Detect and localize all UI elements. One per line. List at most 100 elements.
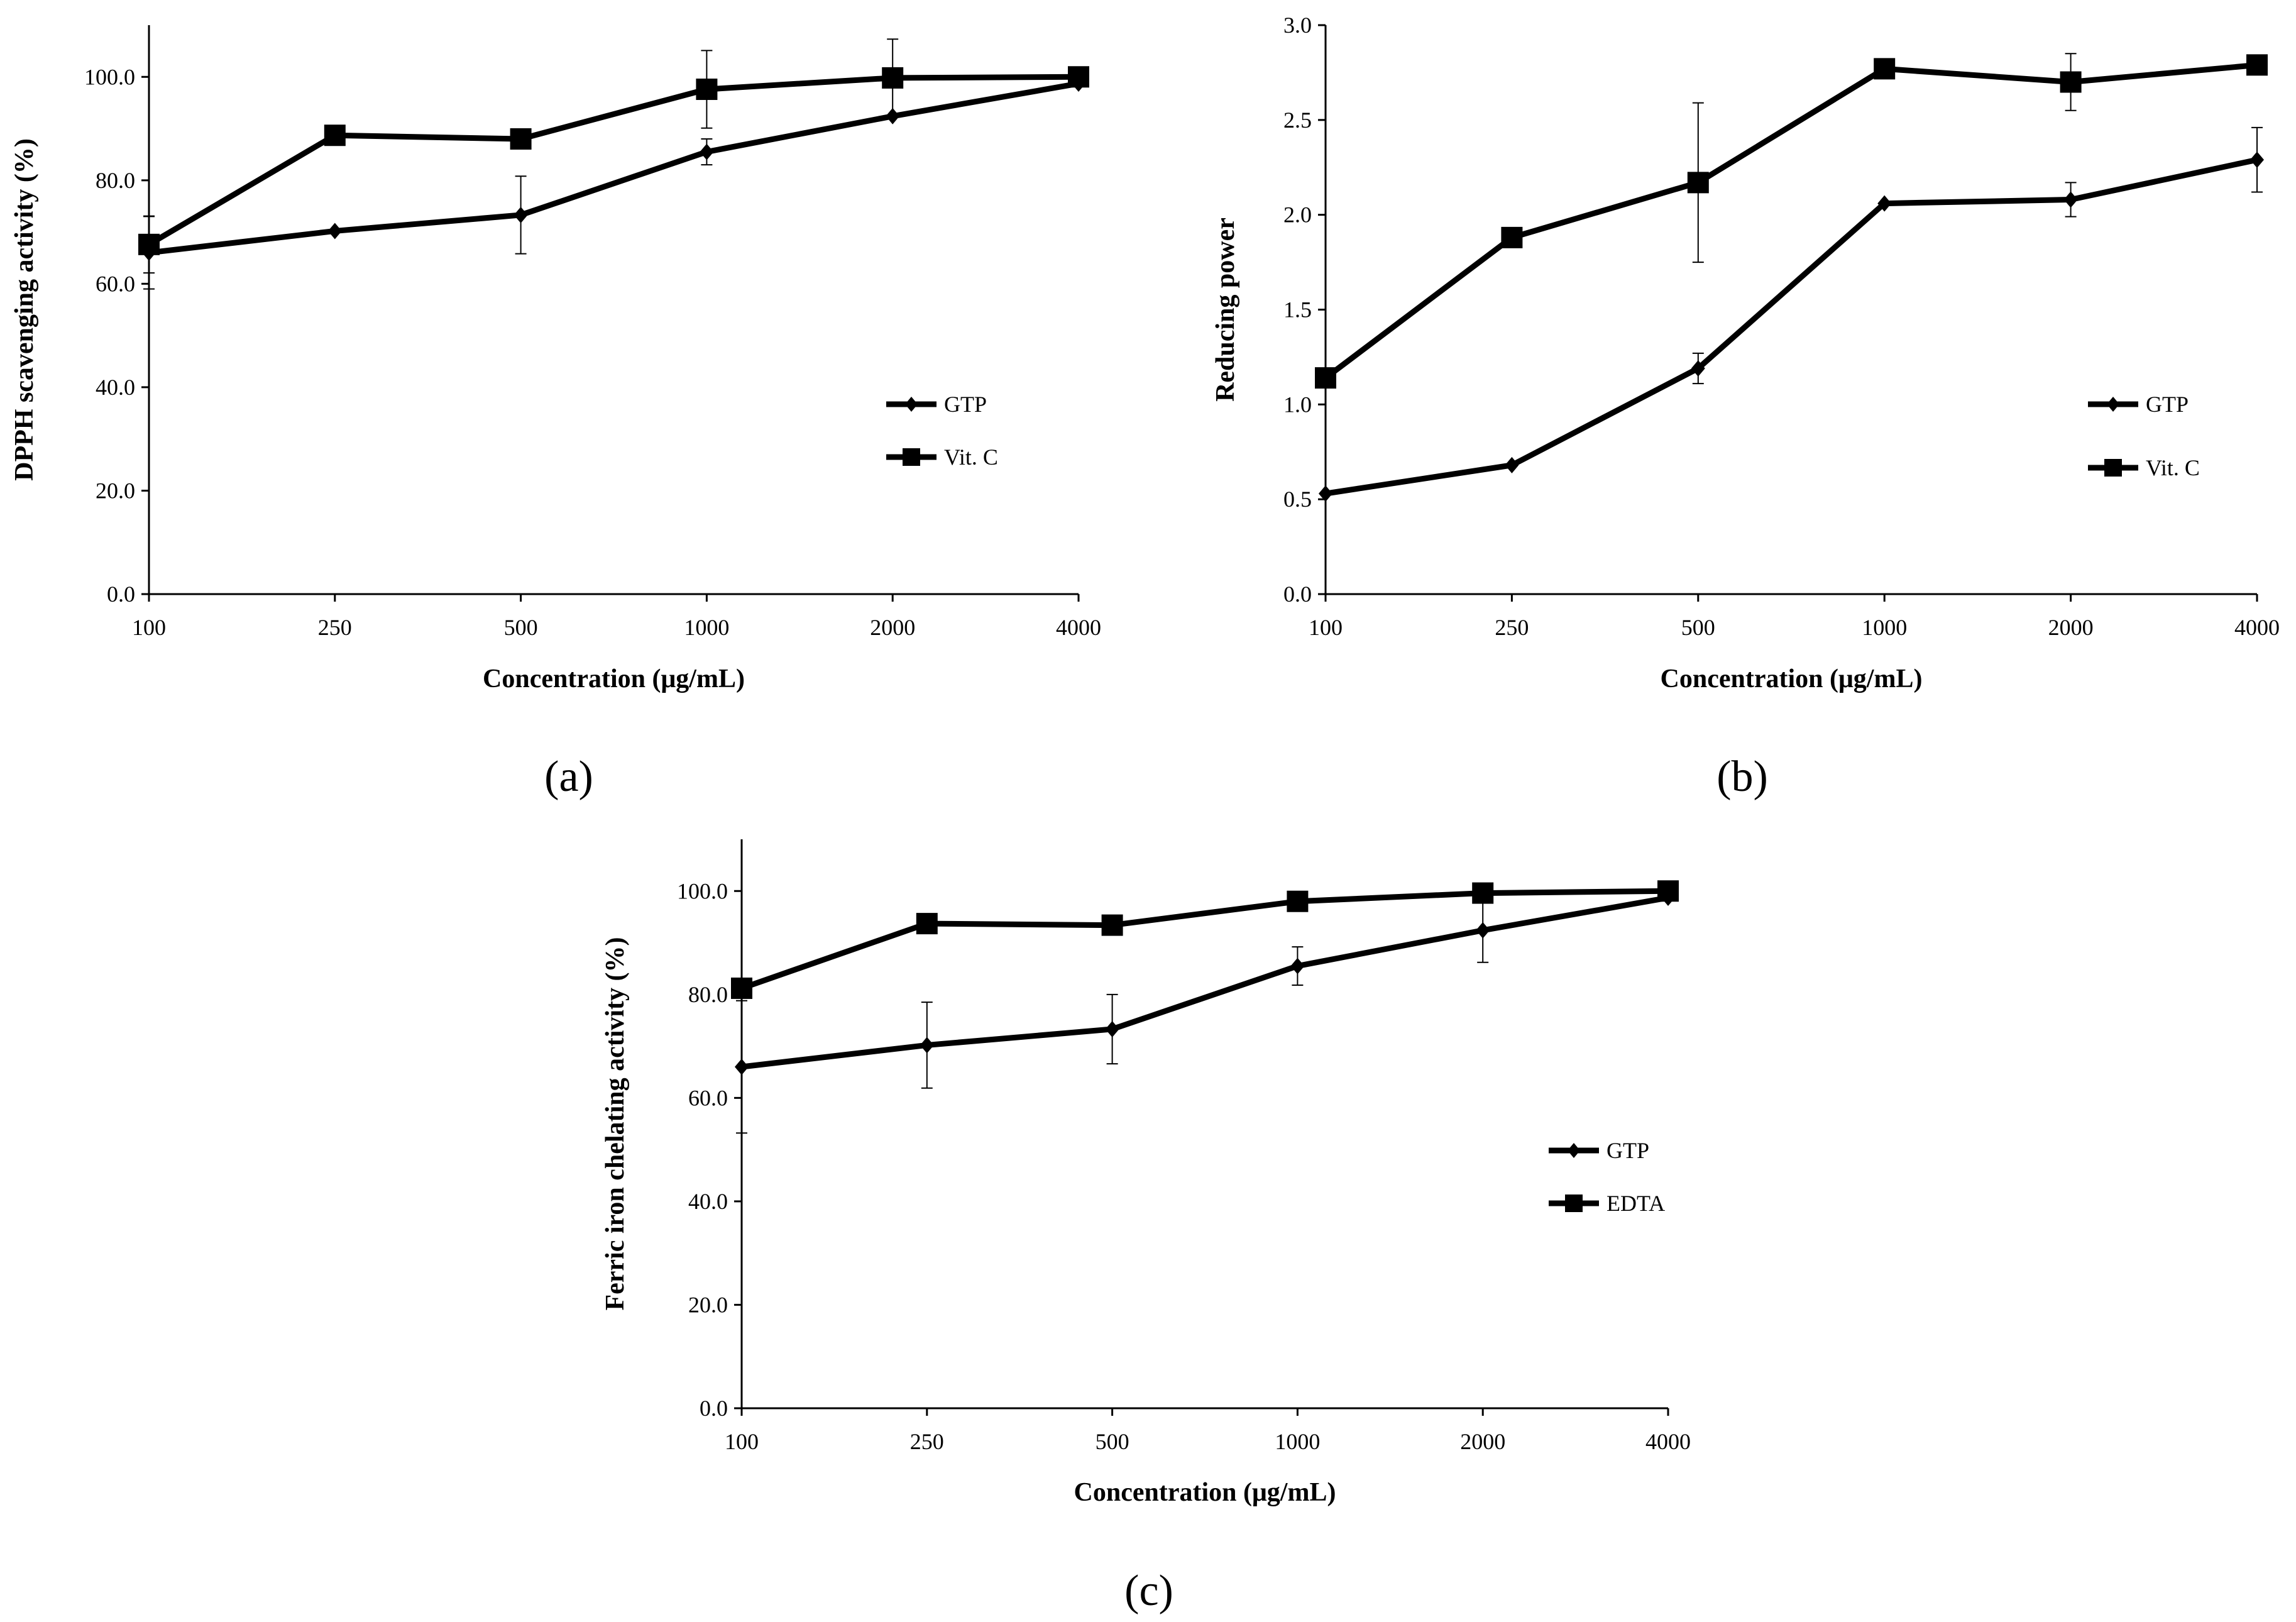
panel-b-series-vit-c-line <box>1324 62 2258 380</box>
panel-b-y-axis-title: Reducing power <box>1211 218 1240 402</box>
panel-b-y-tick-label: 1.0 <box>1283 392 1312 417</box>
panel-a-x-tick-label: 2000 <box>870 615 915 640</box>
panel-a-x-tick-label: 500 <box>504 615 538 640</box>
panel-c-legend-marker-edta <box>1565 1194 1583 1212</box>
panel-c-legend-label-gtp: GTP <box>1607 1138 1649 1163</box>
panel-c-y-tick-label: 20.0 <box>688 1292 728 1317</box>
panel-b-series-gtp-point <box>1691 360 1705 377</box>
panel-b-x-tick-label: 500 <box>1681 615 1715 640</box>
panel-b-series-vit-c-point <box>1874 58 1896 80</box>
panel-b-x-tick-label: 4000 <box>2234 615 2280 640</box>
panel-b-y-tick-label: 0.0 <box>1283 582 1312 607</box>
panel-a-x-tick-label: 4000 <box>1056 615 1101 640</box>
panel-b-x-tick-label: 1000 <box>1862 615 1907 640</box>
panel-c-series-gtp-point <box>1105 1020 1119 1037</box>
panel-c-x-tick-label: 1000 <box>1275 1429 1320 1454</box>
panel-a-y-tick-label: 40.0 <box>96 375 135 400</box>
panel-b-series-gtp-point <box>2250 152 2264 168</box>
panel-a-x-tick-label: 100 <box>132 615 166 640</box>
panel-a-y-tick-label: 0.0 <box>107 582 135 607</box>
panel-b-x-tick-label: 100 <box>1309 615 1343 640</box>
panel-b-series-vit-c-point <box>2246 54 2268 76</box>
panel-b-legend-label-vit-c: Vit. C <box>2146 455 2200 480</box>
panel-c-series-edta <box>731 880 1679 999</box>
panel-c-series-gtp-point <box>920 1037 934 1054</box>
panel-a: 0.0 20.0 40.0 60.0 80.0 100.0 100 250 500 1000 200… <box>10 25 1101 801</box>
panel-b-y-tick-label: 2.5 <box>1283 108 1312 133</box>
panel-a-label: (a) <box>544 753 593 801</box>
panel-c: 0.0 20.0 40.0 60.0 80.0 100.0 100 250 500 1000 200… <box>601 839 1691 1615</box>
panel-a-y-axis-title: DPPH scavenging activity (%) <box>10 138 39 481</box>
panel-b-series-vit-c <box>1315 53 2268 389</box>
panel-b-series-vit-c-point <box>1687 172 1709 194</box>
panel-c-series-gtp-line <box>741 895 1669 1070</box>
panel-c-y-tick-label: 80.0 <box>688 982 728 1007</box>
panel-c-series-edta-point <box>1657 880 1679 902</box>
panel-c-y-tick-label: 0.0 <box>700 1396 728 1421</box>
panel-a-series-gtp <box>142 75 1085 290</box>
panel-b-series-gtp-point <box>1877 195 1892 212</box>
panel-a-y-tick-label: 60.0 <box>96 271 135 296</box>
panel-a-legend-label-vit-c: Vit. C <box>944 444 998 470</box>
panel-b-x-tick-label: 250 <box>1495 615 1529 640</box>
panel-c-x-tick-label: 100 <box>725 1429 759 1454</box>
panel-b-y-tick-label: 0.5 <box>1283 487 1312 512</box>
panel-b-series-vit-c-point <box>1315 367 1336 389</box>
panel-c-series-edta-point <box>916 913 938 935</box>
panel-a-x-tick-label: 1000 <box>684 615 729 640</box>
panel-b-y-tick-label: 2.0 <box>1283 202 1312 228</box>
panel-a-series-vit-c-point <box>324 124 346 146</box>
panel-b: 0.0 0.5 1.0 1.5 2.0 2.5 3.0 100 250 500 1000 2000 40… <box>1211 13 2280 801</box>
panel-c-legend-label-edta: EDTA <box>1607 1191 1665 1216</box>
panel-a-series-vit-c-point <box>1068 66 1089 88</box>
panel-b-y-tick-label: 3.0 <box>1283 13 1312 38</box>
panel-b-label: (b) <box>1717 753 1768 801</box>
panel-a-legend-marker-gtp <box>905 397 918 412</box>
panel-a-x-tick-label: 250 <box>318 615 352 640</box>
panel-a-series-gtp-point <box>514 206 528 223</box>
panel-a-y-tick-label: 100.0 <box>84 64 135 89</box>
panel-c-y-tick-label: 40.0 <box>688 1189 728 1214</box>
panel-c-x-tick-label: 2000 <box>1460 1429 1505 1454</box>
panel-c-y-axis-title: Ferric iron chelating activity (%) <box>601 937 630 1310</box>
panel-a-legend-label-gtp: GTP <box>944 392 987 417</box>
panel-a-y-tick-label: 20.0 <box>96 478 135 503</box>
panel-c-series-gtp-point <box>1476 922 1490 939</box>
panel-a-x-axis-title: Concentration (μg/mL) <box>483 665 745 693</box>
panel-c-y-tick-label: 100.0 <box>677 878 728 903</box>
panel-b-x-tick-label: 2000 <box>2048 615 2094 640</box>
panel-c-x-tick-label: 500 <box>1096 1429 1129 1454</box>
panel-b-x-axis-title: Concentration (μg/mL) <box>1661 665 1923 693</box>
panel-b-series-gtp-point <box>1319 485 1332 502</box>
panel-c-series-gtp-point <box>735 1059 749 1075</box>
panel-c-x-axis-title: Concentration (μg/mL) <box>1074 1478 1336 1507</box>
panel-a-series-vit-c-line <box>147 74 1079 247</box>
panel-b-series-gtp-point <box>2063 191 2078 208</box>
panel-b-legend-marker-gtp <box>2107 397 2119 412</box>
panel-a-series-gtp-point <box>700 143 714 160</box>
panel-c-series-edta-point <box>731 977 752 999</box>
panel-b-series-gtp-line <box>1325 157 2258 497</box>
panel-a-series-gtp-point <box>327 223 342 240</box>
panel-b-series-gtp <box>1319 126 2264 502</box>
panel-c-legend-marker-gtp <box>1568 1143 1580 1158</box>
panel-b-series-vit-c-point <box>2060 71 2082 93</box>
panel-a-series-vit-c-point <box>696 79 718 101</box>
panel-c-series-edta-point <box>1287 890 1309 912</box>
panel-c-label: (c) <box>1124 1567 1173 1615</box>
panel-b-series-gtp-point <box>1505 456 1519 473</box>
panel-c-series-edta-point <box>1472 882 1494 904</box>
panel-a-series-vit-c-point <box>138 233 160 255</box>
panel-a-legend-marker-vit-c <box>903 448 920 466</box>
panel-c-series-gtp-point <box>1290 957 1305 974</box>
panel-c-series-edta-line <box>740 888 1669 991</box>
panel-c-series-gtp <box>735 889 1675 1134</box>
panel-a-series-vit-c <box>138 38 1089 274</box>
panel-b-legend-label-gtp: GTP <box>2146 392 2189 417</box>
panel-a-series-vit-c-point <box>882 67 904 89</box>
panel-a-series-gtp-line <box>148 80 1079 256</box>
panel-c-y-tick-label: 60.0 <box>688 1085 728 1110</box>
panel-c-x-tick-label: 250 <box>910 1429 944 1454</box>
panel-c-x-tick-label: 4000 <box>1645 1429 1691 1454</box>
